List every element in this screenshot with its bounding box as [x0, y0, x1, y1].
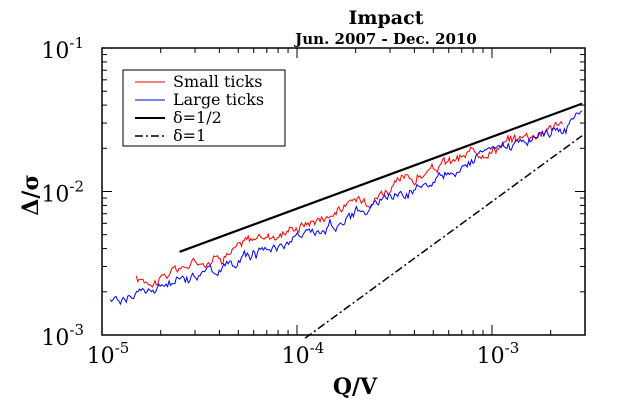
legend-label-delta-half: δ=1/2 [173, 108, 222, 127]
legend-label-delta-one: δ=1 [173, 126, 206, 145]
y-tick-label-1: 10-2 [41, 178, 84, 208]
y-tick-label-0: 10-3 [41, 321, 84, 351]
series-line-large-ticks [109, 110, 583, 306]
y-axis-label: Δ/σ [18, 174, 44, 215]
x-axis-label: Q/V [333, 374, 378, 400]
legend: Small ticks Large ticks δ=1/2 δ=1 [122, 69, 286, 147]
x-tick-label-2: 10-3 [477, 339, 520, 369]
axis-ticks [101, 47, 586, 336]
series-line-delta-half [179, 102, 583, 253]
x-tick-label-0: 10-5 [87, 339, 130, 369]
chart-subtitle: Jun. 2007 - Dec. 2010 [293, 30, 477, 48]
series-line-small-ticks [135, 120, 563, 288]
legend-label-small-ticks: Small ticks [173, 72, 262, 91]
series-line-delta-one [304, 135, 583, 339]
series-layer [109, 102, 583, 339]
tick-labels: 10-5 10-4 10-3 10-3 10-2 10-1 [41, 34, 519, 369]
legend-label-large-ticks: Large ticks [173, 90, 264, 109]
x-tick-label-1: 10-4 [282, 339, 325, 369]
chart-title: Impact [349, 7, 424, 29]
legend-box [122, 69, 286, 147]
y-tick-label-2: 10-1 [41, 34, 84, 64]
